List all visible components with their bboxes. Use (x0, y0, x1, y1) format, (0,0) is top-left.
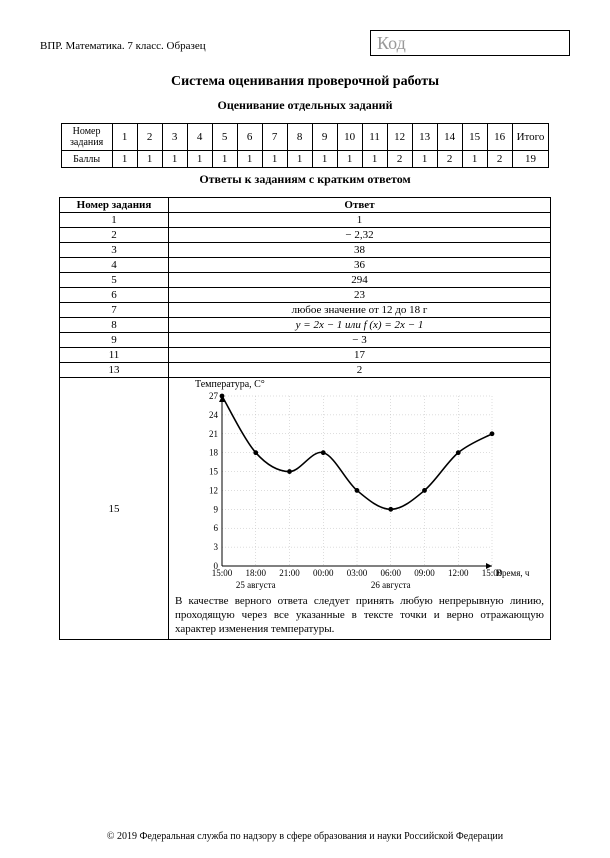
chart-y-title: Температура, С° (195, 379, 546, 390)
answers-col2: Ответ (169, 198, 551, 213)
svg-text:6: 6 (213, 523, 218, 533)
svg-text:21: 21 (209, 429, 218, 439)
svg-text:06:00: 06:00 (380, 568, 401, 578)
svg-text:00:00: 00:00 (312, 568, 333, 578)
row-label: Баллы (61, 151, 112, 168)
chart-task-num: 15 (60, 378, 169, 640)
svg-text:12:00: 12:00 (447, 568, 468, 578)
main-title: Система оценивания проверочной работы (40, 74, 570, 90)
total-label: Итого (512, 124, 549, 151)
svg-text:18:00: 18:00 (245, 568, 266, 578)
svg-text:15:00: 15:00 (211, 568, 232, 578)
svg-text:9: 9 (213, 504, 218, 514)
svg-text:09:00: 09:00 (414, 568, 435, 578)
svg-text:27: 27 (209, 391, 219, 401)
table-row: 15 Температура, С° 036912151821242715:00… (60, 378, 551, 640)
header-subject: ВПР. Математика. 7 класс. Образец (40, 30, 206, 52)
temperature-chart: Температура, С° 036912151821242715:0018:… (173, 379, 546, 593)
row-label: Номер задания (61, 124, 112, 151)
table-row: Номер задания Ответ (60, 198, 551, 213)
svg-text:18: 18 (209, 448, 219, 458)
svg-text:Время, ч: Время, ч (496, 568, 530, 578)
chart-cell: Температура, С° 036912151821242715:0018:… (169, 378, 551, 640)
svg-text:21:00: 21:00 (279, 568, 300, 578)
subtitle-answers: Ответы к заданиям с кратким ответом (40, 172, 570, 187)
scores-table: Номер задания 1 2 3 4 5 6 7 8 9 10 11 12… (61, 123, 550, 168)
svg-text:3: 3 (213, 542, 218, 552)
svg-text:15: 15 (209, 467, 219, 477)
svg-text:03:00: 03:00 (346, 568, 367, 578)
total-value: 19 (512, 151, 549, 168)
table-row: Номер задания 1 2 3 4 5 6 7 8 9 10 11 12… (61, 124, 549, 151)
answers-col1: Номер задания (60, 198, 169, 213)
page-header: ВПР. Математика. 7 класс. Образец Код (40, 30, 570, 56)
svg-text:25 августа: 25 августа (235, 580, 275, 590)
chart-svg: 036912151821242715:0018:0021:0000:0003:0… (190, 390, 530, 590)
svg-text:12: 12 (209, 485, 218, 495)
svg-text:26 августа: 26 августа (370, 580, 410, 590)
code-box: Код (370, 30, 570, 56)
page-footer: © 2019 Федеральная служба по надзору в с… (40, 831, 570, 842)
svg-text:24: 24 (209, 410, 219, 420)
answers-table: Номер задания Ответ 11 2− 2,32 338 436 5… (59, 197, 551, 640)
chart-explain: В качестве верного ответа следует принят… (173, 593, 546, 638)
page: ВПР. Математика. 7 класс. Образец Код Си… (0, 0, 610, 858)
subtitle-scoring: Оценивание отдельных заданий (40, 98, 570, 113)
table-row: Баллы 1 1 1 1 1 1 1 1 1 1 1 2 1 2 1 2 19 (61, 151, 549, 168)
